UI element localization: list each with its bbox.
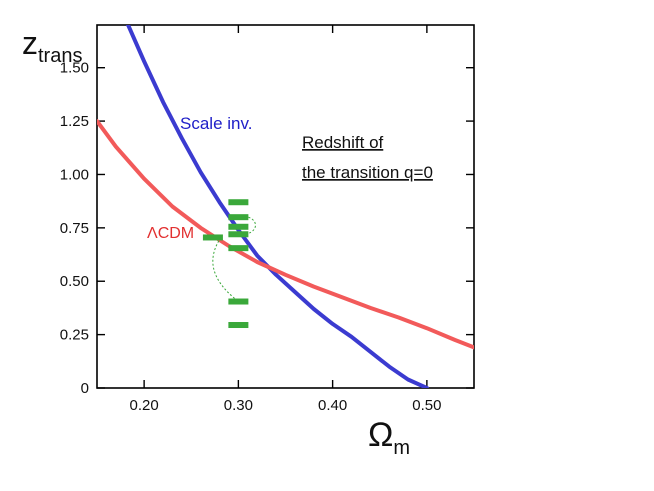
scale-inv-label: Scale inv. — [180, 114, 252, 133]
y-tick-label: 0.50 — [60, 273, 89, 290]
x-tick-label: 0.30 — [224, 397, 253, 414]
plot-frame — [96, 24, 475, 389]
measurement-connector — [212, 216, 256, 302]
y-tick-label: 0 — [81, 380, 89, 397]
measurement-dash — [202, 234, 223, 241]
y-tick-label: 1.00 — [60, 166, 89, 183]
x-tick-label: 0.50 — [412, 397, 441, 414]
series-line-cdm — [97, 119, 474, 350]
measurement-dash — [228, 214, 249, 221]
plot-border — [96, 24, 475, 389]
note-line-2: the transition q=0 — [302, 163, 433, 182]
y-tick-label: 0.75 — [60, 220, 89, 237]
measurement-dash — [228, 231, 249, 238]
x-tick-label: 0.20 — [130, 397, 159, 414]
measurement-dash — [228, 245, 249, 252]
y-tick-label: 1.50 — [60, 60, 89, 77]
measurement-dash — [228, 298, 249, 305]
y-tick-label: 1.25 — [60, 113, 89, 130]
note-line-1: Redshift of — [302, 133, 384, 152]
measurement-dash — [228, 199, 249, 206]
y-tick-label: 0.25 — [60, 327, 89, 344]
y-axis-ticks: 0 0.25 0.50 0.75 1.00 1.25 1.50 — [60, 60, 474, 397]
measurement-dash — [228, 223, 249, 230]
lcdm-label: ΛCDM — [147, 225, 194, 242]
series-group — [97, 25, 474, 388]
x-tick-label: 0.40 — [318, 397, 347, 414]
y-axis-title: ztrans — [22, 25, 82, 67]
series-line-scaleinv — [125, 25, 429, 388]
x-axis-title: Ωm — [368, 416, 410, 459]
measurement-dash — [228, 322, 249, 329]
x-axis-ticks: 0.20 0.30 0.40 0.50 — [130, 25, 441, 414]
measurement-points — [202, 199, 249, 329]
